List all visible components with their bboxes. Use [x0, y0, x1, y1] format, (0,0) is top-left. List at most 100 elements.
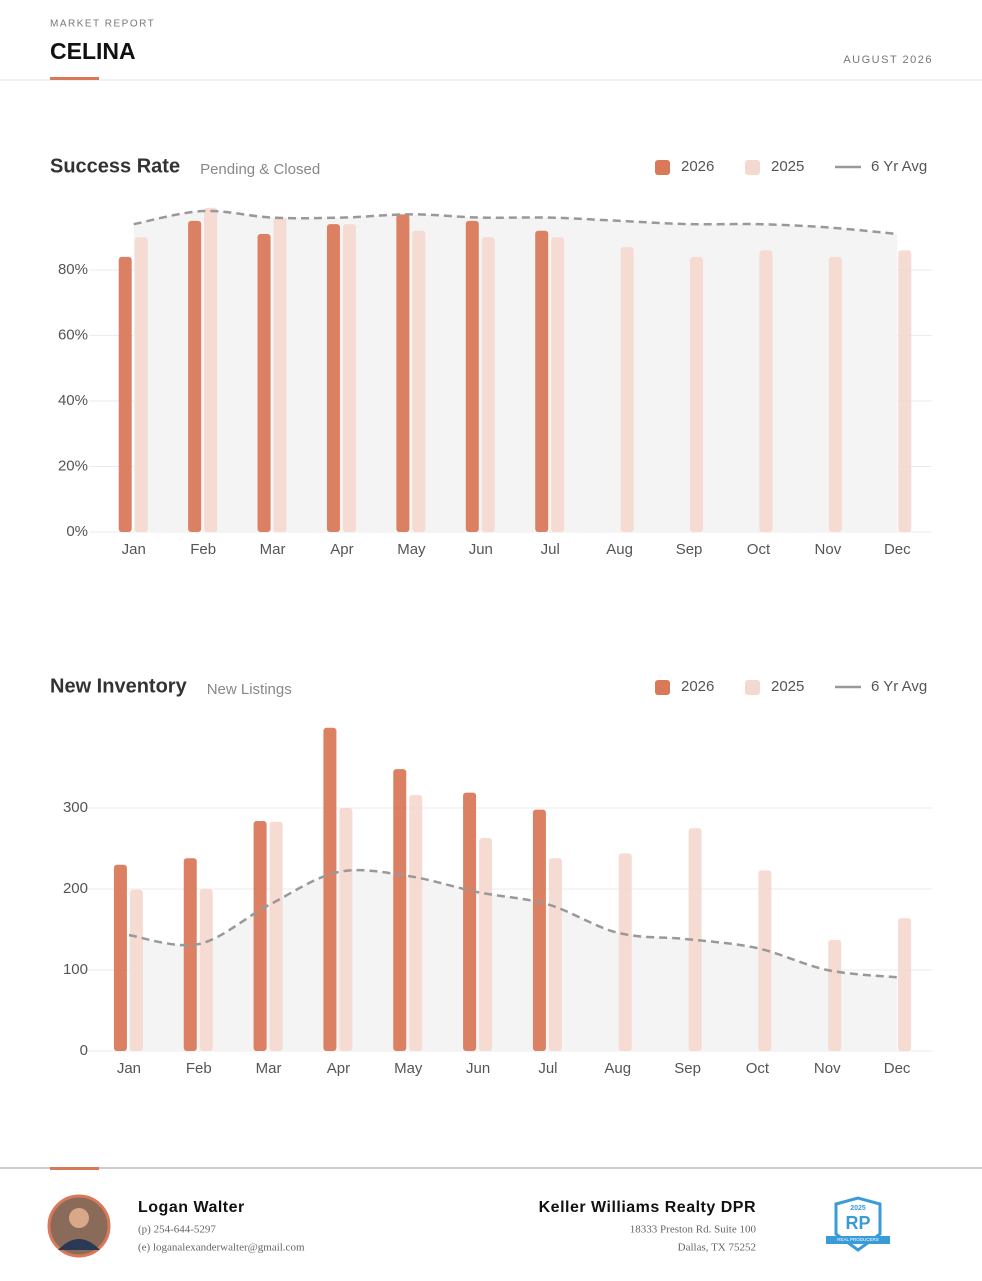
x-tick-label: Aug: [604, 1060, 631, 1077]
y-tick-label: 80%: [58, 261, 88, 278]
bar: [618, 853, 632, 1051]
y-tick-label: 0%: [66, 523, 88, 540]
avg-area: [128, 870, 898, 1051]
x-tick-label: Apr: [327, 1060, 350, 1077]
bar: [273, 217, 287, 532]
bar: [532, 809, 546, 1051]
bar: [188, 220, 202, 532]
bar: [326, 224, 340, 532]
bar: [412, 230, 426, 532]
avg-line: [128, 868, 898, 979]
bar: [479, 837, 493, 1051]
report-title: CELINA: [50, 38, 136, 64]
bar: [199, 889, 213, 1051]
bar: [758, 870, 772, 1051]
chart: Success Rate Pending & Closed 2026 2025 6 Yr…: [50, 155, 932, 558]
legend-label: 2025: [771, 678, 804, 695]
x-tick-label: Jan: [122, 541, 146, 558]
bar: [393, 769, 407, 1051]
chart-subtitle: Pending & Closed: [200, 161, 320, 178]
bar: [898, 250, 912, 532]
company-address: Dallas, TX 75252: [678, 1242, 756, 1254]
bar: [759, 250, 773, 532]
bar: [323, 727, 337, 1051]
company-name: Keller Williams Realty DPR: [539, 1199, 756, 1216]
x-tick-label: Sep: [674, 1060, 701, 1077]
x-tick-label: Aug: [606, 541, 633, 558]
legend-swatch: [745, 160, 760, 175]
x-tick-label: Dec: [884, 541, 911, 558]
bar: [183, 858, 197, 1051]
y-tick-label: 20%: [58, 457, 88, 474]
bar: [481, 237, 495, 532]
bar: [342, 224, 356, 532]
x-tick-label: May: [394, 1060, 423, 1077]
x-tick-label: Oct: [746, 1060, 770, 1077]
bar: [257, 233, 271, 532]
chart-title: New Inventory: [50, 675, 188, 697]
report-date: AUGUST 2026: [843, 54, 933, 66]
avg-area: [133, 210, 898, 532]
bar: [134, 237, 148, 532]
bar: [620, 247, 634, 532]
y-tick-label: 200: [63, 880, 88, 897]
agent-email: (e) loganalexanderwalter@gmail.com: [138, 1242, 305, 1254]
bar: [409, 795, 423, 1051]
x-tick-label: Mar: [256, 1060, 282, 1077]
badge-year: 2025: [850, 1205, 866, 1212]
bar: [690, 256, 704, 532]
x-tick-label: Feb: [190, 541, 216, 558]
bar: [548, 858, 562, 1051]
bar: [535, 230, 549, 532]
footer-accent: [50, 1167, 99, 1170]
y-tick-label: 100: [63, 961, 88, 978]
report-label: MARKET REPORT: [50, 19, 155, 30]
company-address: 18333 Preston Rd. Suite 100: [630, 1224, 757, 1236]
x-tick-label: Sep: [676, 541, 703, 558]
x-tick-label: Dec: [884, 1060, 911, 1077]
bar: [339, 808, 353, 1051]
bar: [118, 256, 132, 532]
y-tick-label: 40%: [58, 392, 88, 409]
bar: [113, 864, 127, 1051]
x-tick-label: Feb: [186, 1060, 212, 1077]
x-tick-label: Nov: [815, 541, 842, 558]
legend-label: 6 Yr Avg: [871, 158, 927, 175]
avatar: [47, 1194, 111, 1258]
bar: [898, 918, 912, 1051]
badge-text: REAL PRODUCERS: [837, 1237, 879, 1242]
bar: [396, 214, 410, 532]
bar: [253, 820, 267, 1051]
header-accent: [50, 77, 99, 80]
badge-logo: RP: [845, 1213, 870, 1233]
bar: [129, 889, 143, 1051]
bar: [465, 220, 479, 532]
x-tick-label: May: [397, 541, 426, 558]
y-tick-label: 300: [63, 799, 88, 816]
bar: [204, 207, 218, 532]
x-tick-label: Nov: [814, 1060, 841, 1077]
x-tick-label: Apr: [330, 541, 353, 558]
bar: [463, 792, 477, 1051]
legend-label: 2026: [681, 678, 714, 695]
bar: [688, 828, 702, 1051]
x-tick-label: Jan: [117, 1060, 141, 1077]
x-tick-label: Oct: [747, 541, 771, 558]
x-tick-label: Jun: [466, 1060, 490, 1077]
chart-subtitle: New Listings: [207, 681, 292, 698]
chart: New Inventory New Listings 2026 2025 6 Yr Av…: [50, 675, 932, 1077]
y-tick-label: 0: [80, 1042, 88, 1059]
x-tick-label: Jul: [541, 541, 560, 558]
y-tick-label: 60%: [58, 326, 88, 343]
legend-label: 2025: [771, 158, 804, 175]
avg-line: [133, 209, 898, 236]
bar: [551, 237, 565, 532]
agent-name: Logan Walter: [138, 1199, 245, 1216]
agent-phone: (p) 254-644-5297: [138, 1224, 216, 1236]
legend-label: 6 Yr Avg: [871, 678, 927, 695]
bar: [828, 256, 842, 532]
legend-label: 2026: [681, 158, 714, 175]
chart-title: Success Rate: [50, 155, 180, 177]
